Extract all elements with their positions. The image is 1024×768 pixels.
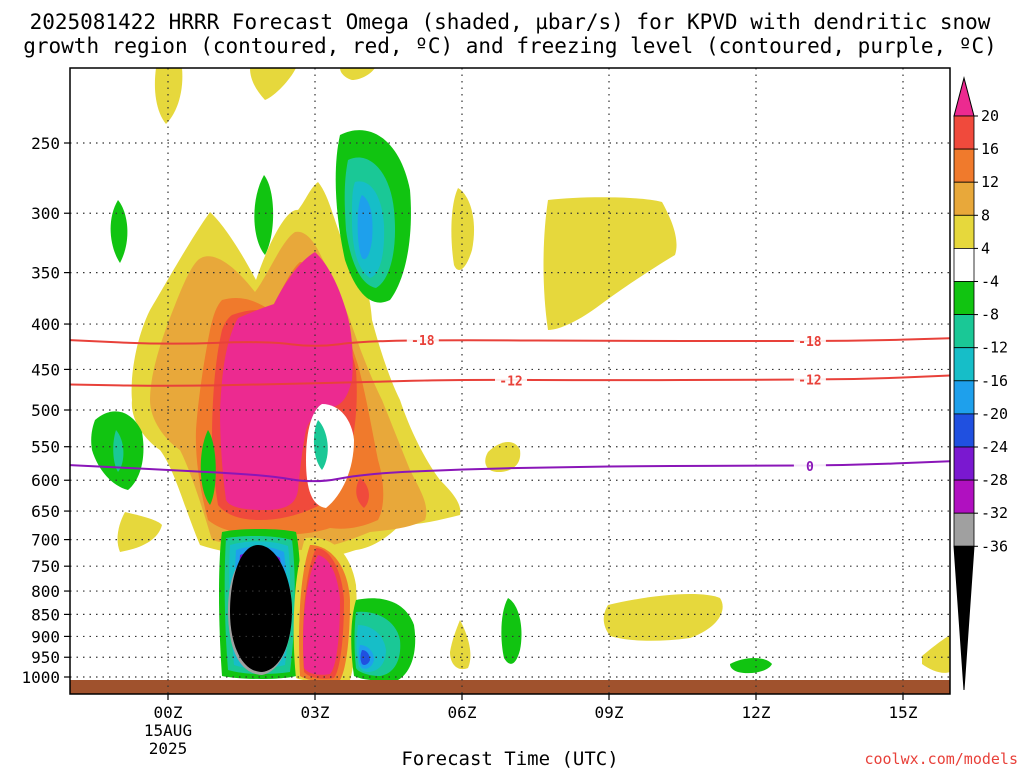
ytick-label-550: 550 — [31, 438, 60, 457]
colorbar: 20 16 12 8 4 -4 -8 -12 -16 -20 -24 -28 -32 -36 — [953, 76, 1008, 691]
credit-text: coolwx.com/models — [864, 750, 1018, 768]
omega-blob-green-1 — [110, 200, 128, 263]
omega-blob-yellow-09z-lower — [603, 594, 723, 641]
contour-label-bg-3 — [793, 371, 826, 388]
ytick-label-250: 250 — [31, 134, 60, 153]
omega-blob-yellow-09z-upper — [543, 197, 677, 330]
colorbar-label-10: -24 — [981, 438, 1008, 456]
colorbar-label-11: -28 — [981, 471, 1008, 489]
colorbar-swatch-3 — [953, 181, 975, 216]
ytick-label-300: 300 — [31, 204, 60, 223]
xtick-label-09Z: 09Z — [595, 703, 624, 722]
contour-label-4: 0 — [806, 460, 814, 475]
omega-blob-black-lower — [230, 545, 292, 672]
ytick-label-500: 500 — [31, 401, 60, 420]
ytick-label-750: 750 — [31, 557, 60, 576]
contour-label-bg-1 — [793, 333, 826, 350]
omega-blob-green-12z — [730, 658, 772, 674]
contour-line--12-1 — [70, 374, 950, 387]
ytick-label-700: 700 — [31, 531, 60, 550]
omega-blob-teal-left — [113, 430, 124, 472]
contour-label-3: -12 — [798, 374, 821, 389]
omega-blob-darkblue-lower-right — [360, 650, 370, 665]
ytick-label-950: 950 — [31, 648, 60, 667]
ytick-label-450: 450 — [31, 360, 60, 379]
xtick-sublabel-15AUG: 15AUG — [144, 721, 192, 740]
colorbar-swatch-2 — [953, 148, 975, 183]
omega-blob-yellow-top2 — [250, 68, 296, 100]
contour-label-0: -18 — [411, 334, 435, 349]
omega-blob-green-06z — [501, 598, 522, 664]
omega-blob-yellow-06z-a — [451, 188, 475, 270]
colorbar-swatch-11 — [953, 446, 975, 481]
colorbar-swatch-1 — [953, 115, 975, 150]
colorbar-label-3: 8 — [981, 206, 990, 224]
ytick-label-900: 900 — [31, 627, 60, 646]
colorbar-label-4: 4 — [981, 239, 990, 257]
xtick-sublabel-2025: 2025 — [149, 739, 188, 758]
contour-label-bg-4 — [793, 457, 826, 474]
xtick-label-15Z: 15Z — [889, 703, 918, 722]
colorbar-top-arrow — [953, 76, 975, 117]
colorbar-swatch-5 — [953, 247, 975, 282]
ytick-label-650: 650 — [31, 502, 60, 521]
ytick-label-600: 600 — [31, 471, 60, 490]
colorbar-swatch-12 — [953, 479, 975, 514]
ytick-label-400: 400 — [31, 315, 60, 334]
omega-blob-magenta-lower — [303, 555, 340, 675]
chart-title-line1: 2025081422 HRRR Forecast Omega (shaded, … — [30, 10, 991, 34]
colorbar-swatch-7 — [953, 314, 975, 349]
colorbar-label-5: -4 — [981, 273, 999, 291]
colorbar-label-9: -20 — [981, 405, 1008, 423]
ytick-label-1000: 1000 — [21, 668, 60, 687]
colorbar-label-13: -36 — [981, 537, 1008, 555]
xtick-label-12Z: 12Z — [742, 703, 771, 722]
colorbar-swatch-10 — [953, 413, 975, 448]
omega-blob-blue-upper — [357, 195, 373, 260]
omega-blob-green-2 — [254, 175, 274, 255]
y-axis: 250 300 350 400 450 500 550 600 650 700 750 800 850 9… — [21, 134, 70, 687]
xtick-label-03Z: 03Z — [301, 703, 330, 722]
colorbar-swatch-4 — [953, 214, 975, 249]
plot-frame — [69, 67, 951, 695]
omega-blob-teal-mid — [313, 420, 328, 470]
xtick-label-00Z: 00Z — [154, 703, 183, 722]
contour-label-bg-2 — [495, 372, 527, 389]
contour-label-2: -12 — [499, 374, 522, 389]
omega-blob-yellow-16z — [922, 635, 950, 673]
colorbar-label-0: 20 — [981, 107, 999, 125]
colorbar-label-2: 12 — [981, 173, 999, 191]
chart-title-line2: growth region (contoured, red, ºC) and f… — [23, 34, 997, 58]
colorbar-bottom-arrow — [953, 545, 975, 691]
colorbar-label-1: 16 — [981, 140, 999, 158]
colorbar-label-8: -16 — [981, 372, 1008, 390]
contour-lines: -18 -18 -12 -12 0 — [70, 332, 950, 483]
colorbar-label-7: -12 — [981, 339, 1008, 357]
ytick-label-800: 800 — [31, 582, 60, 601]
contour-label-1: -18 — [798, 335, 822, 350]
omega-blob-yellow-left — [117, 512, 162, 552]
omega-blob-yellow-06z-c — [450, 620, 471, 670]
omega-blob-green-left2 — [200, 430, 216, 505]
contour-label-bg-0 — [406, 332, 439, 349]
omega-blob-magenta-upper — [220, 252, 353, 510]
ytick-label-850: 850 — [31, 605, 60, 624]
omega-blob-red-small — [356, 478, 369, 508]
omega-blob-yellow-06z-b — [485, 441, 521, 472]
colorbar-label-6: -8 — [981, 306, 999, 324]
colorbar-swatch-8 — [953, 347, 975, 382]
omega-blob-yellow-top1 — [154, 68, 183, 124]
omega-blob-yellow-top3 — [340, 68, 375, 80]
xtick-label-06Z: 06Z — [448, 703, 477, 722]
colorbar-swatch-9 — [953, 380, 975, 415]
ytick-label-350: 350 — [31, 264, 60, 283]
x-axis-label: Forecast Time (UTC) — [401, 748, 618, 768]
omega-shading — [70, 68, 950, 694]
ground-strip — [70, 680, 950, 694]
colorbar-label-12: -32 — [981, 504, 1008, 522]
colorbar-swatch-6 — [953, 281, 975, 315]
colorbar-swatch-13 — [953, 512, 975, 547]
